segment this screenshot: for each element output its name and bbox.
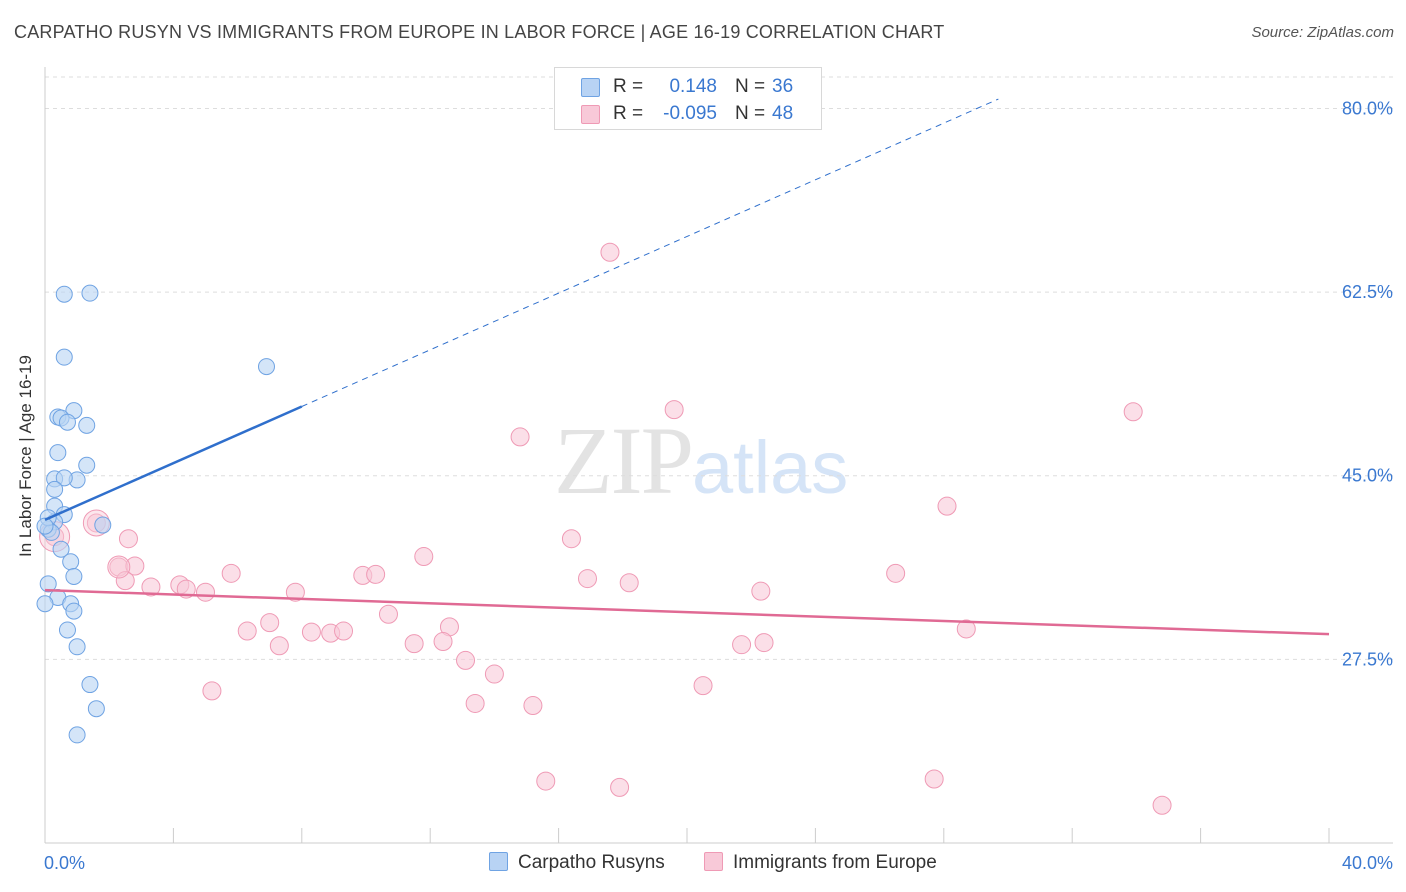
data-point-carpatho-rusyns <box>55 285 73 303</box>
data-point-carpatho-rusyns <box>68 638 86 656</box>
legend-r-value: -0.095 <box>663 103 717 124</box>
data-point-immigrants-from-europe <box>285 582 305 602</box>
legend-item-carpatho-rusyns[interactable]: Carpatho Rusyns <box>489 852 665 874</box>
data-point-immigrants-from-europe <box>536 771 556 791</box>
stats-legend: R = 0.148 N = 36 R = -0.095 N = 48 <box>554 67 822 130</box>
watermark: ZIPatlas <box>554 405 848 516</box>
data-point-carpatho-rusyns <box>46 480 64 498</box>
legend-label: Carpatho Rusyns <box>518 852 665 873</box>
data-point-carpatho-rusyns <box>62 553 80 571</box>
data-point-carpatho-rusyns <box>55 348 73 366</box>
legend-label: Immigrants from Europe <box>733 852 937 873</box>
y-tick-label: 80.0% <box>1342 98 1393 118</box>
data-point-immigrants-from-europe <box>937 496 957 516</box>
trend-line-carpatho-extension <box>301 98 999 407</box>
data-point-immigrants-from-europe <box>366 564 386 584</box>
data-point-carpatho-rusyns <box>65 602 83 620</box>
series-legend: Carpatho Rusyns Immigrants from Europe <box>0 852 1406 878</box>
legend-n-value: 36 <box>772 76 794 97</box>
data-point-immigrants-from-europe <box>1123 402 1143 422</box>
data-point-carpatho-rusyns <box>78 416 96 434</box>
x-tick-label: 40.0% <box>1342 853 1393 873</box>
data-point-immigrants-from-europe <box>924 769 944 789</box>
legend-swatch-blue <box>489 852 508 871</box>
legend-n-value: 48 <box>772 103 794 124</box>
data-point-immigrants-from-europe <box>141 577 161 597</box>
data-point-immigrants-from-europe <box>754 633 774 653</box>
data-point-immigrants-from-europe <box>577 569 597 589</box>
legend-n-label: N = <box>735 103 766 124</box>
watermark-atlas: atlas <box>692 426 849 509</box>
data-point-immigrants-from-europe <box>732 635 752 655</box>
source-label: Source: ZipAtlas.com <box>1251 24 1394 41</box>
data-point-immigrants-from-europe <box>118 529 138 549</box>
data-point-immigrants-from-europe <box>751 581 771 601</box>
chart-title: CARPATHO RUSYN VS IMMIGRANTS FROM EUROPE… <box>14 22 945 42</box>
legend-r-label: R = <box>613 76 644 97</box>
data-point-immigrants-from-europe <box>561 529 581 549</box>
data-point-immigrants-from-europe <box>107 555 131 579</box>
data-point-immigrants-from-europe <box>600 242 620 262</box>
legend-swatch-pink <box>704 852 723 871</box>
data-point-carpatho-rusyns <box>78 456 96 474</box>
x-tick-label: 0.0% <box>44 853 85 873</box>
data-point-immigrants-from-europe <box>510 427 530 447</box>
data-point-immigrants-from-europe <box>433 632 453 652</box>
data-point-carpatho-rusyns <box>94 516 112 534</box>
data-point-carpatho-rusyns <box>36 517 54 535</box>
data-point-carpatho-rusyns <box>65 567 83 585</box>
data-point-carpatho-rusyns <box>52 540 70 558</box>
legend-row-europe: R = -0.095 N = 48 <box>555 101 821 127</box>
data-point-immigrants-from-europe <box>456 650 476 670</box>
legend-row-carpatho: R = 0.148 N = 36 <box>555 74 821 100</box>
data-point-immigrants-from-europe <box>404 634 424 654</box>
data-point-immigrants-from-europe <box>610 777 630 797</box>
y-tick-label: 27.5% <box>1342 649 1393 669</box>
data-point-immigrants-from-europe <box>196 582 215 602</box>
data-point-immigrants-from-europe <box>484 664 504 684</box>
data-point-carpatho-rusyns <box>87 700 105 718</box>
data-point-immigrants-from-europe <box>334 621 354 641</box>
data-point-carpatho-rusyns <box>58 413 76 431</box>
trend-line-carpatho-rusyns <box>44 405 303 521</box>
legend-item-immigrants-from-europe[interactable]: Immigrants from Europe <box>704 852 937 874</box>
data-point-immigrants-from-europe <box>115 571 135 591</box>
data-point-immigrants-from-europe <box>886 563 906 583</box>
legend-swatch-pink <box>581 105 600 124</box>
data-point-immigrants-from-europe <box>125 556 145 576</box>
data-point-immigrants-from-europe <box>619 573 639 593</box>
data-point-carpatho-rusyns <box>39 575 57 593</box>
data-point-immigrants-from-europe <box>237 621 257 641</box>
data-point-carpatho-rusyns <box>81 676 99 694</box>
data-point-immigrants-from-europe <box>693 676 713 696</box>
data-point-immigrants-from-europe <box>269 636 289 656</box>
legend-r-value: 0.148 <box>669 76 717 97</box>
data-point-immigrants-from-europe <box>465 693 485 713</box>
watermark-zip: ZIP <box>554 407 694 514</box>
data-point-immigrants-from-europe <box>523 696 543 716</box>
legend-r-label: R = <box>613 103 644 124</box>
y-tick-label: 45.0% <box>1342 466 1393 486</box>
data-point-carpatho-rusyns <box>55 469 73 487</box>
data-point-immigrants-from-europe <box>1152 795 1172 815</box>
data-point-immigrants-from-europe <box>378 604 398 624</box>
legend-swatch-blue <box>581 78 600 97</box>
data-point-carpatho-rusyns <box>49 444 67 462</box>
data-point-immigrants-from-europe <box>956 619 976 639</box>
data-point-immigrants-from-europe <box>301 622 321 642</box>
data-point-immigrants-from-europe <box>221 563 241 583</box>
data-point-immigrants-from-europe <box>202 681 222 701</box>
data-point-immigrants-from-europe <box>260 613 280 633</box>
data-point-carpatho-rusyns <box>58 621 76 639</box>
data-point-immigrants-from-europe <box>664 400 684 420</box>
data-point-carpatho-rusyns <box>68 726 86 744</box>
y-tick-label: 62.5% <box>1342 282 1393 302</box>
trend-line-immigrants-from-europe <box>44 588 1330 636</box>
data-point-carpatho-rusyns <box>257 358 275 376</box>
legend-n-label: N = <box>735 76 766 97</box>
data-point-immigrants-from-europe <box>414 547 434 567</box>
data-point-carpatho-rusyns <box>36 595 54 613</box>
data-point-carpatho-rusyns <box>81 284 99 302</box>
